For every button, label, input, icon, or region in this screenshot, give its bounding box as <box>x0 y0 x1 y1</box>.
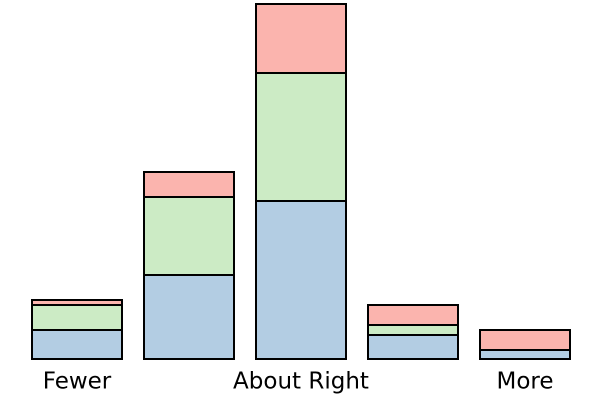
bar-segment <box>31 304 123 331</box>
x-tick-label: Fewer <box>43 369 112 395</box>
bar-segment <box>143 171 235 198</box>
bar-segment <box>367 304 459 326</box>
bar-segment <box>143 274 235 360</box>
x-tick-label: More <box>496 369 553 395</box>
bar-segment <box>255 72 347 202</box>
bar-segment <box>367 324 459 336</box>
bar-segment <box>143 196 235 276</box>
bar-segment <box>255 200 347 360</box>
bar-segment <box>255 3 347 74</box>
x-tick-label: About Right <box>233 369 369 395</box>
bar-segment <box>479 349 571 360</box>
bar-segment <box>31 299 123 306</box>
bar-segment <box>479 329 571 351</box>
bar-segment <box>367 334 459 360</box>
bar-segment <box>31 329 123 360</box>
